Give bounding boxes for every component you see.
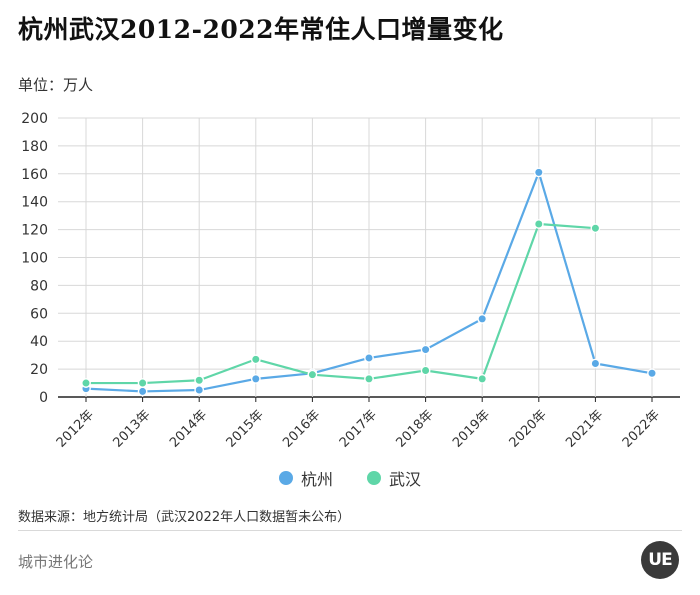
data-point-1-4[interactable] xyxy=(307,369,318,380)
data-point-0-1[interactable] xyxy=(137,386,148,397)
y-tick-label: 200 xyxy=(21,111,48,127)
data-point-0-9[interactable] xyxy=(590,358,601,369)
x-axis-ticks: 2012年 2013年 2014年 2015年 2016年 2017年 2018年 2019年… xyxy=(54,407,663,450)
legend-marker-hangzhou xyxy=(278,471,293,485)
x-tick-label: 2021年 xyxy=(563,407,606,450)
data-point-1-8[interactable] xyxy=(533,219,544,229)
data-point-1-2[interactable] xyxy=(194,375,205,386)
data-point-0-2[interactable] xyxy=(194,385,205,395)
series-layer xyxy=(81,167,657,397)
data-point-1-1[interactable] xyxy=(137,378,148,388)
legend-label-hangzhou: 杭州 xyxy=(300,470,333,489)
legend-label-wuhan: 武汉 xyxy=(389,470,422,489)
brand-name: 城市进化论 xyxy=(18,553,94,571)
data-point-1-7[interactable] xyxy=(477,373,488,384)
y-tick-label: 120 xyxy=(21,223,48,239)
y-tick-label: 180 xyxy=(21,139,48,155)
y-tick-label: 80 xyxy=(30,278,48,294)
legend-item-hangzhou[interactable]: 杭州 xyxy=(278,466,333,490)
data-point-1-6[interactable] xyxy=(420,365,431,376)
x-tick-label: 2016年 xyxy=(280,407,323,450)
y-axis-ticks: 0 20 40 60 80 100 120 140 160 180 200 xyxy=(21,111,48,406)
x-tick-label: 2020年 xyxy=(507,407,550,450)
y-tick-label: 60 xyxy=(30,306,48,322)
page-title: 杭州武汉2012-2022年常住人口增量变化 xyxy=(18,15,504,44)
data-point-0-6[interactable] xyxy=(420,344,431,355)
footer-divider xyxy=(18,530,682,531)
y-tick-label: 160 xyxy=(21,167,48,183)
data-point-0-10[interactable] xyxy=(647,368,657,379)
data-point-1-3[interactable] xyxy=(250,354,261,365)
data-source: 数据来源：地方统计局（武汉2022年人口数据暂未公布） xyxy=(18,510,351,525)
legend: 杭州 武汉 xyxy=(0,466,700,490)
legend-item-wuhan[interactable]: 武汉 xyxy=(367,466,421,490)
data-point-1-5[interactable] xyxy=(364,373,374,384)
legend-marker-wuhan xyxy=(367,471,381,485)
unit-label: 单位：万人 xyxy=(18,76,94,94)
x-tick-label: 2017年 xyxy=(337,407,380,450)
x-tick-label: 2019年 xyxy=(450,407,493,450)
x-tick-label: 2015年 xyxy=(224,407,267,450)
data-point-0-3[interactable] xyxy=(250,373,261,384)
data-point-0-5[interactable] xyxy=(364,353,374,363)
y-tick-label: 0 xyxy=(39,390,48,406)
y-tick-label: 40 xyxy=(30,334,48,350)
x-tick-label: 2014年 xyxy=(167,407,210,450)
series-line-1 xyxy=(86,222,596,385)
x-tick-label: 2018年 xyxy=(393,407,436,450)
x-tick-label: 2013年 xyxy=(110,407,153,450)
grid-layer xyxy=(58,117,680,402)
y-tick-label: 140 xyxy=(21,195,48,211)
data-point-0-8[interactable] xyxy=(533,167,544,178)
y-tick-label: 20 xyxy=(30,362,48,378)
data-point-0-7[interactable] xyxy=(477,313,488,324)
brand-logo: UE xyxy=(641,541,679,579)
x-tick-label: 2012年 xyxy=(54,407,97,450)
data-point-1-0[interactable] xyxy=(81,378,91,388)
data-point-1-9[interactable] xyxy=(590,223,601,234)
y-tick-label: 100 xyxy=(21,251,48,267)
x-tick-label: 2022年 xyxy=(620,407,663,450)
